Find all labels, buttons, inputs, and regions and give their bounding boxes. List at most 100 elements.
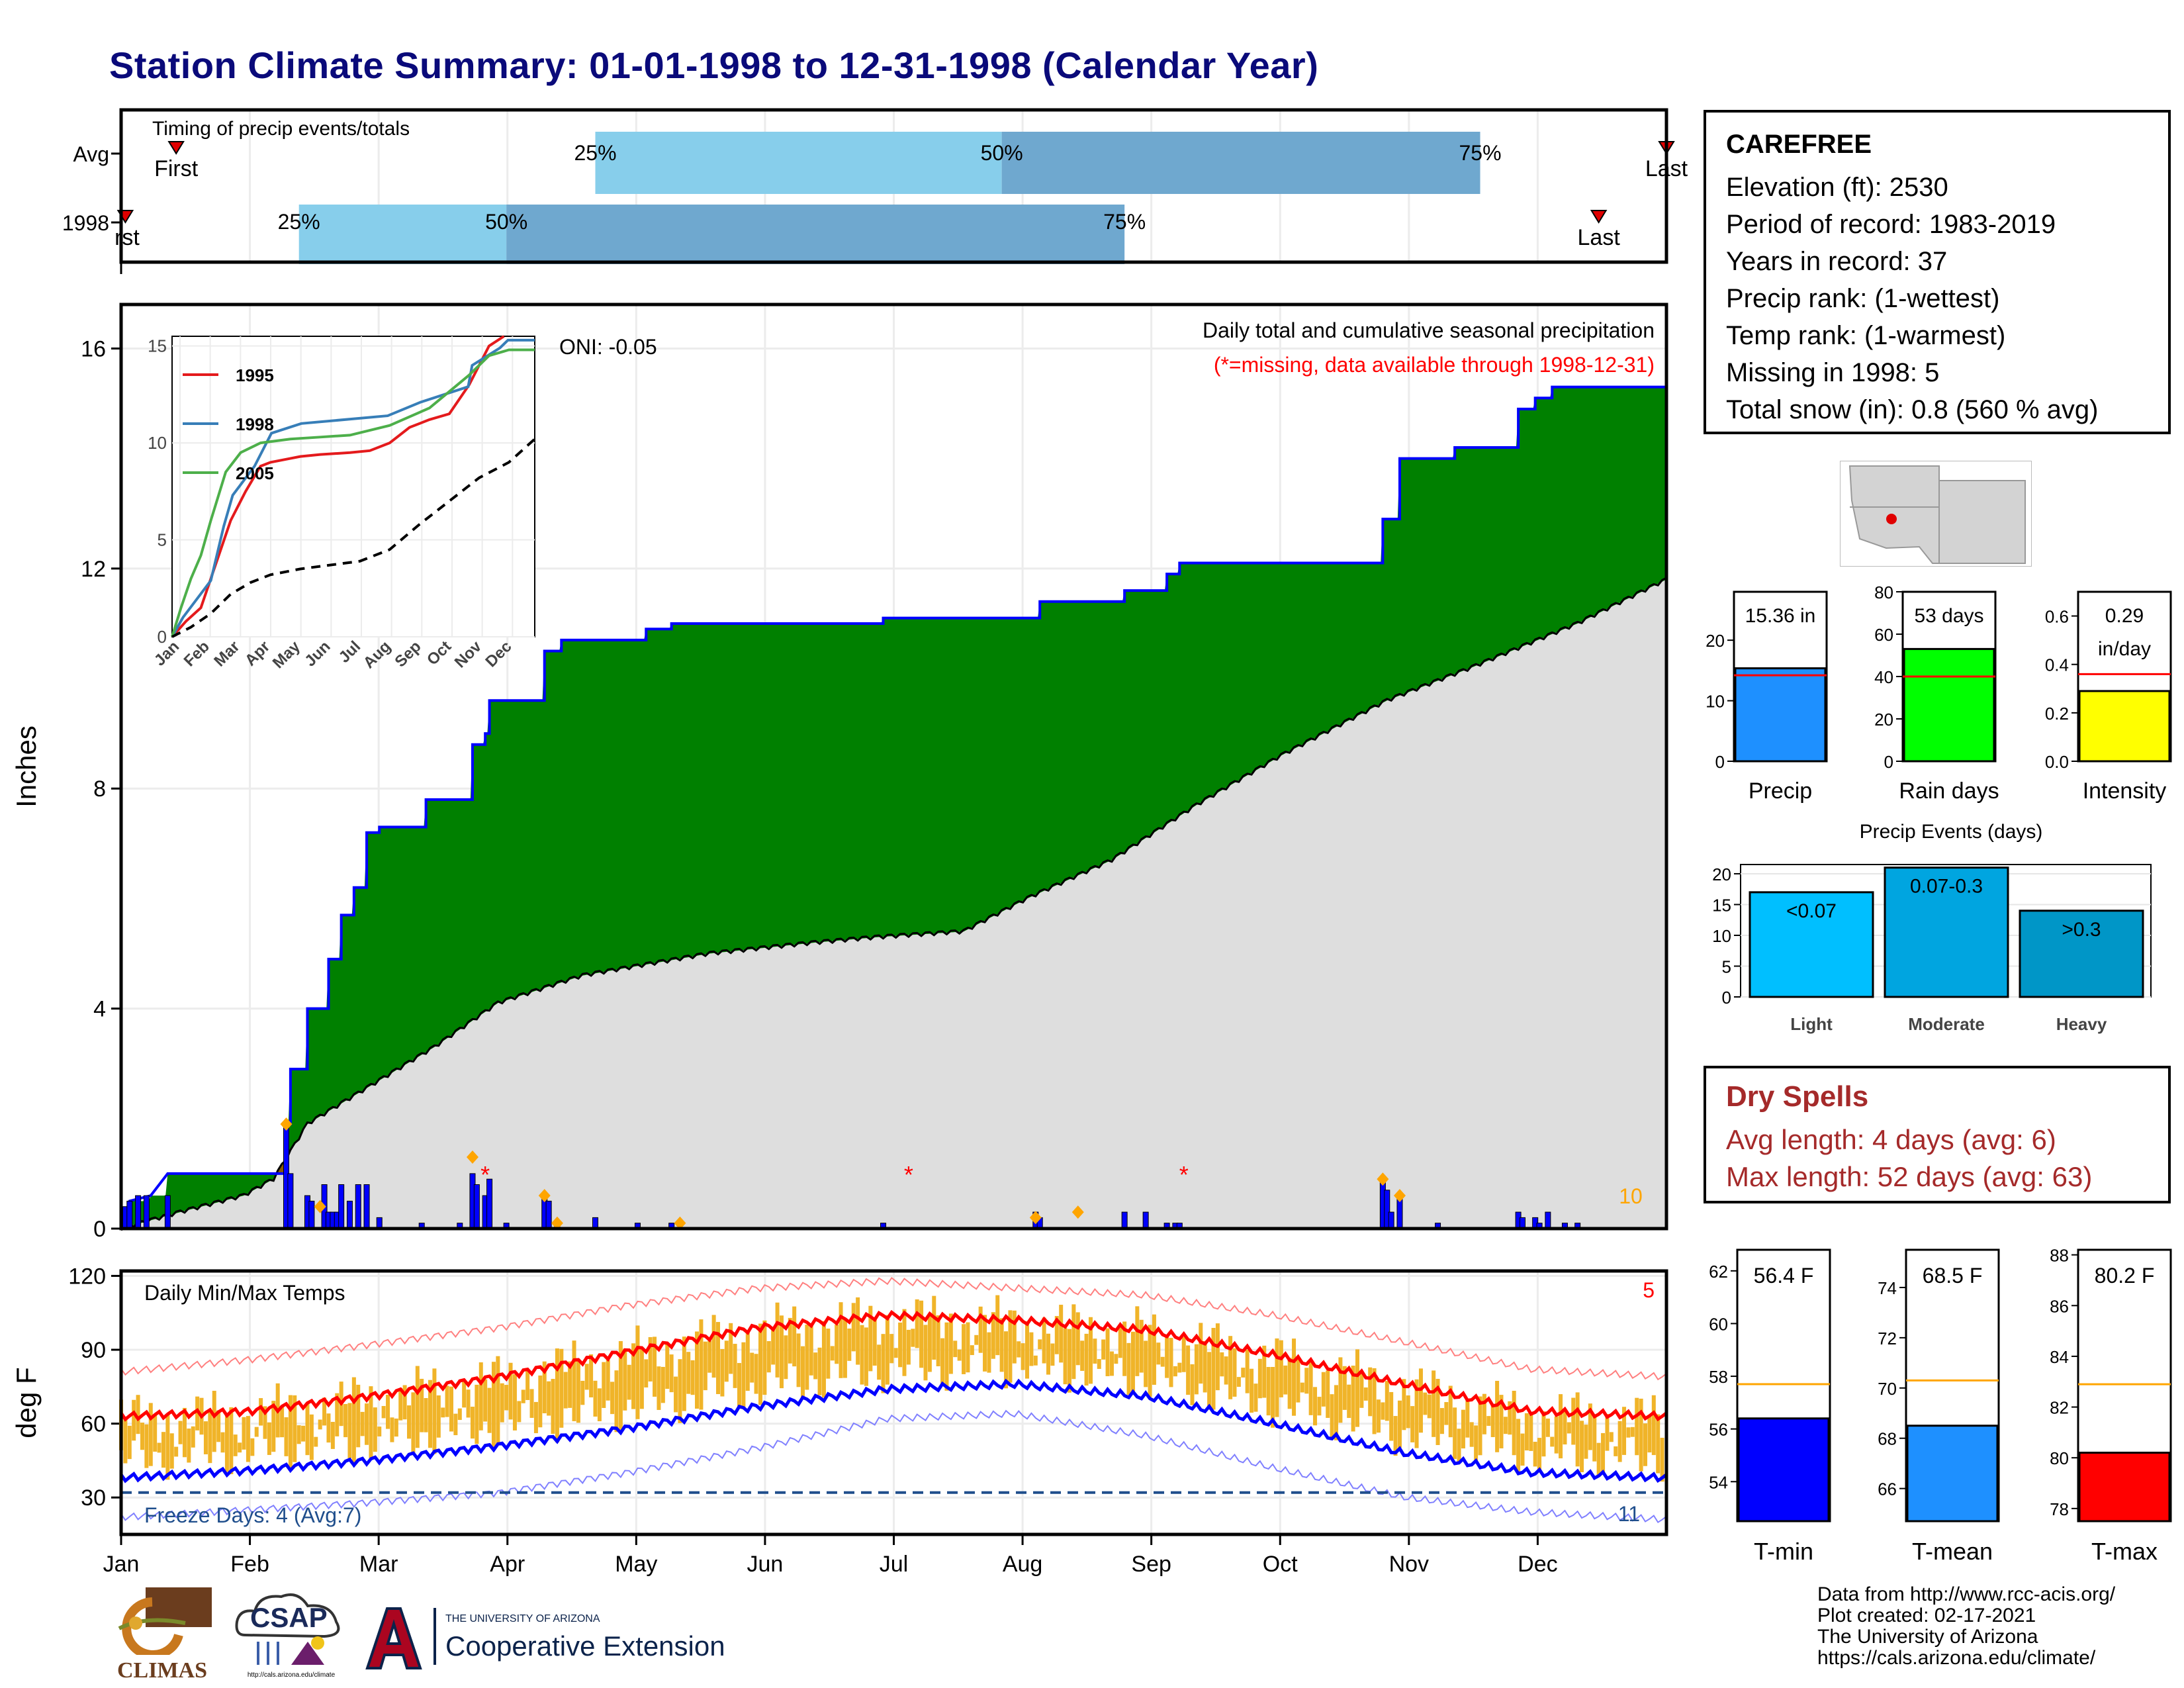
daily-temp-range-bar bbox=[504, 1385, 509, 1411]
daily-temp-range-bar bbox=[847, 1328, 852, 1361]
daily-temp-range-bar bbox=[1148, 1325, 1152, 1397]
daily-temp-range-bar bbox=[1503, 1417, 1508, 1434]
daily-temp-range-bar bbox=[1207, 1352, 1212, 1410]
credit-data-source: Data from http://www.rcc-acis.org/ bbox=[1817, 1583, 2116, 1605]
daily-temp-range-bar bbox=[1266, 1367, 1271, 1416]
daily-temp-range-bar bbox=[987, 1332, 991, 1373]
daily-temp-range-bar bbox=[690, 1360, 695, 1395]
month-label: Jan bbox=[103, 1552, 140, 1577]
inset-legend-label: 2005 bbox=[236, 463, 274, 483]
daily-temp-range-bar bbox=[1169, 1338, 1173, 1387]
event-diamond-marker bbox=[1377, 1172, 1389, 1186]
daily-temp-range-bar bbox=[1427, 1394, 1432, 1419]
timing-heading: Timing of precip events/totals bbox=[152, 118, 410, 140]
daily-temp-range-bar bbox=[678, 1359, 682, 1423]
daily-temp-range-bar bbox=[521, 1389, 525, 1403]
daily-temp-range-bar bbox=[1351, 1366, 1355, 1432]
daily-temp-range-bar bbox=[551, 1379, 555, 1434]
daily-temp-range-bar bbox=[369, 1386, 373, 1458]
daily-temp-range-bar bbox=[377, 1427, 382, 1436]
daily-temp-range-bar bbox=[927, 1315, 932, 1372]
daily-temp-range-bar bbox=[1575, 1392, 1580, 1467]
daily-temp-range-bar bbox=[724, 1340, 729, 1382]
daily-temp-range-bar bbox=[1524, 1413, 1529, 1451]
inset-ytick-label: 10 bbox=[148, 433, 167, 453]
temp-panel-label: T-mean bbox=[1912, 1538, 1993, 1565]
daily-temp-range-bar bbox=[885, 1315, 889, 1385]
month-label: Mar bbox=[359, 1552, 398, 1577]
daily-temp-range-bar bbox=[1038, 1339, 1042, 1350]
daily-temp-range-bar bbox=[737, 1363, 741, 1408]
annual-panel-1: 0 20 40 60 80 53 days Rain days bbox=[1874, 583, 1999, 804]
daily-temp-range-bar bbox=[660, 1366, 665, 1403]
daily-temp-range-bar bbox=[254, 1427, 259, 1437]
panel-ytick-label: 78 bbox=[2050, 1499, 2069, 1519]
daily-temp-range-bar bbox=[872, 1317, 877, 1366]
temp-ytick-label: 90 bbox=[81, 1338, 106, 1363]
daily-temp-range-bar bbox=[1439, 1408, 1444, 1434]
daily-temp-range-bar bbox=[563, 1372, 568, 1409]
daily-temp-range-bar bbox=[238, 1442, 242, 1453]
daily-temp-range-bar bbox=[568, 1361, 572, 1408]
daily-temp-range-bar bbox=[796, 1333, 801, 1387]
daily-temp-range-bar bbox=[533, 1401, 538, 1434]
daily-temp-range-bar bbox=[906, 1329, 911, 1365]
events-ytick-label: 15 bbox=[1712, 895, 1731, 915]
daily-temp-range-bar bbox=[1199, 1323, 1203, 1384]
daily-temp-range-bar bbox=[1622, 1407, 1627, 1455]
temp-rank-text: Temp rank: (1-warmest) bbox=[1726, 321, 2006, 350]
daily-temp-range-bar bbox=[1482, 1393, 1486, 1434]
month-label: Nov bbox=[1389, 1552, 1429, 1577]
daily-temp-range-bar bbox=[140, 1423, 144, 1450]
events-ytick-label: 10 bbox=[1712, 926, 1731, 946]
timing-p75-label: 75% bbox=[1103, 210, 1146, 234]
panel-ytick-label: 74 bbox=[1878, 1278, 1897, 1298]
daily-temp-range-bar bbox=[1651, 1395, 1656, 1456]
observed-cumulative-line bbox=[120, 385, 1666, 1229]
temp-panel-label: T-max bbox=[2091, 1538, 2158, 1565]
annual-panel-label: Precip bbox=[1749, 778, 1812, 804]
daily-temp-range-bar bbox=[1626, 1427, 1631, 1438]
timing-p50-label: 50% bbox=[485, 210, 527, 234]
daily-temp-range-bar bbox=[1186, 1345, 1191, 1395]
daily-temp-range-bar bbox=[1262, 1345, 1267, 1398]
daily-temp-range-bar bbox=[754, 1354, 758, 1394]
daily-temp-range-bar bbox=[296, 1425, 301, 1444]
oni-value: ONI: -0.05 bbox=[559, 335, 657, 359]
daily-temp-range-bar bbox=[635, 1325, 640, 1419]
daily-temp-range-bar bbox=[538, 1375, 543, 1428]
missing-marker: * bbox=[904, 1161, 913, 1188]
timing-p75-label: 75% bbox=[1459, 141, 1501, 165]
daily-temp-range-bar bbox=[1368, 1367, 1373, 1417]
daily-temp-range-bar bbox=[1160, 1356, 1165, 1367]
timing-bar-50-75 bbox=[506, 205, 1125, 264]
events-ytick-label: 20 bbox=[1712, 865, 1731, 884]
daily-temp-range-bar bbox=[390, 1417, 394, 1442]
daily-temp-range-bar bbox=[428, 1380, 432, 1448]
daily-temp-range-bar bbox=[864, 1327, 868, 1386]
climas-wordmark: CLIMAS bbox=[116, 1658, 208, 1683]
daily-temp-range-bar bbox=[280, 1405, 285, 1438]
daily-temp-range-bar bbox=[580, 1380, 585, 1405]
annual-bars: 0 10 20 15.36 in Precip 0 20 40 60 80 53 days Rain … bbox=[1706, 583, 2172, 804]
month-label: Jun bbox=[747, 1552, 784, 1577]
daily-temp-range-bar bbox=[402, 1385, 407, 1420]
daily-temp-range-bar bbox=[330, 1421, 335, 1449]
daily-temp-range-bar bbox=[1529, 1414, 1533, 1451]
daily-temp-range-bar bbox=[1236, 1377, 1241, 1387]
daily-temp-range-bar bbox=[1545, 1418, 1550, 1437]
daily-temp-range-bar bbox=[856, 1297, 860, 1365]
daily-temp-range-bar bbox=[1601, 1432, 1606, 1472]
panel-ytick-label: 80 bbox=[2050, 1448, 2069, 1468]
climas-logo: CLIMAS bbox=[106, 1582, 218, 1683]
daily-temp-range-bar bbox=[923, 1325, 928, 1381]
daily-temp-range-bar bbox=[1588, 1403, 1592, 1450]
precip-event-bar bbox=[1884, 867, 2009, 998]
normal-min-line bbox=[119, 1378, 1668, 1483]
inset-series-line-avg bbox=[171, 438, 536, 638]
daily-temp-range-bar bbox=[1435, 1378, 1440, 1445]
daily-temp-range-bar bbox=[745, 1330, 750, 1391]
daily-temp-range-bar bbox=[779, 1315, 784, 1389]
daily-temp-range-bar bbox=[970, 1345, 974, 1356]
precip-events-title: Precip Events (days) bbox=[1860, 821, 2043, 843]
